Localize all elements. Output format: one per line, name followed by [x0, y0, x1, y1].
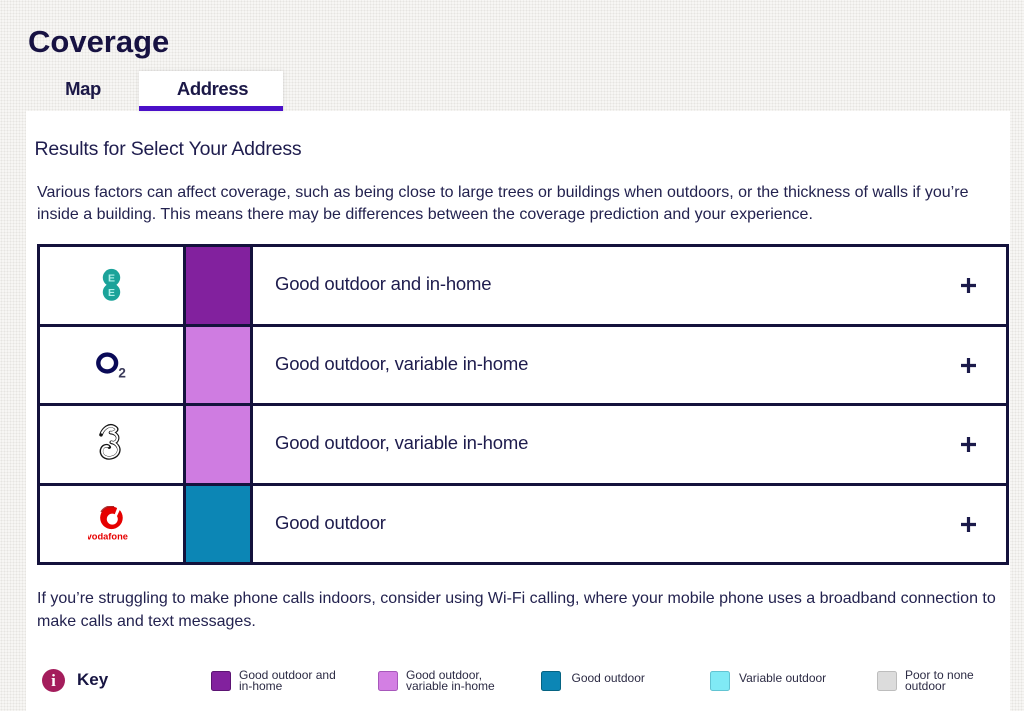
svg-text:E: E — [108, 272, 115, 284]
svg-text:E: E — [108, 287, 115, 299]
svg-text:2: 2 — [119, 366, 127, 380]
svg-text:vodafone: vodafone — [88, 531, 128, 541]
